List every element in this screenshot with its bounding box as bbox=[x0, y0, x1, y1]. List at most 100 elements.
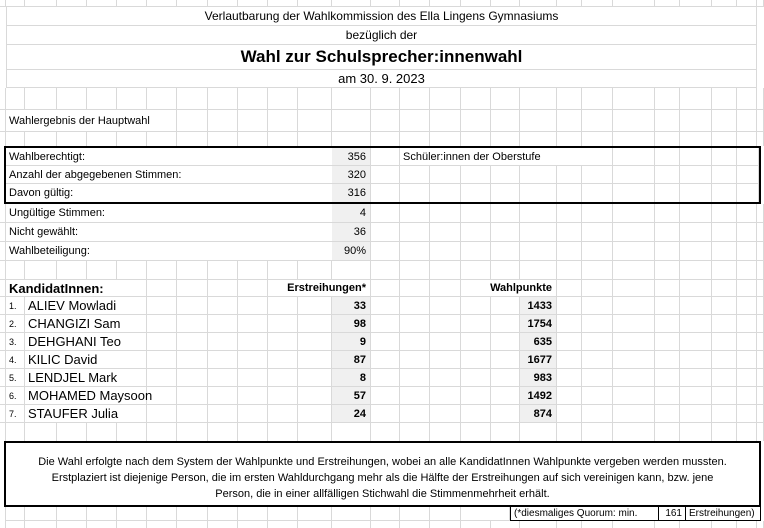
grid-cell bbox=[613, 223, 655, 241]
candidate-erstreihungen-cell: 98 bbox=[332, 315, 371, 332]
grid-cell bbox=[757, 110, 764, 131]
candidate-rank: 3. bbox=[9, 336, 17, 347]
grid-cell bbox=[147, 261, 177, 279]
candidate-wahlpunkte-cell: 1492 bbox=[520, 387, 557, 404]
grid-cell bbox=[520, 110, 557, 131]
explanation-line1: Die Wahl erfolgte nach dem System der Wa… bbox=[38, 456, 727, 468]
grid-cell bbox=[655, 148, 680, 165]
grid-cell bbox=[0, 204, 6, 222]
candidate-name: DEHGHANI Teo bbox=[28, 334, 121, 349]
grid-cell bbox=[557, 369, 582, 386]
grid-cell bbox=[298, 88, 332, 109]
grid-cell bbox=[655, 261, 680, 279]
quorum-value: 161 bbox=[665, 508, 682, 519]
grid-cell bbox=[520, 204, 557, 222]
grid-cell bbox=[430, 204, 461, 222]
grid-cell bbox=[737, 405, 757, 422]
announcement-line1: Verlautbarung der Wahlkommission des Ell… bbox=[204, 9, 559, 23]
section-label-cell: Wahlergebnis der Hauptwahl bbox=[6, 110, 177, 131]
grid-cell bbox=[582, 521, 613, 528]
grid-cell bbox=[238, 333, 268, 350]
grid-cell bbox=[268, 110, 298, 131]
candidate-rank-cell: 4. bbox=[6, 351, 25, 368]
page-title: Wahl zur Schulsprecher:innenwahl bbox=[240, 47, 523, 66]
grid-cell bbox=[298, 110, 332, 131]
grid-cell bbox=[613, 405, 655, 422]
grid-cell bbox=[680, 148, 712, 165]
grid-cell bbox=[208, 423, 238, 441]
grid-cell bbox=[491, 315, 520, 332]
grid-cell bbox=[298, 315, 332, 332]
grid-cell bbox=[712, 405, 737, 422]
candidate-wahlpunkte: 983 bbox=[533, 371, 552, 384]
grid-cell bbox=[57, 0, 87, 6]
grid-cell bbox=[268, 351, 298, 368]
grid-cell bbox=[655, 184, 680, 202]
grid-cell bbox=[491, 351, 520, 368]
candidate-erstreihungen-cell: 87 bbox=[332, 351, 371, 368]
grid-cell bbox=[461, 369, 491, 386]
grid-cell bbox=[680, 333, 712, 350]
grid-cell bbox=[680, 242, 712, 260]
grid-cell bbox=[298, 369, 332, 386]
grid-cell bbox=[430, 297, 461, 314]
grid-cell bbox=[208, 521, 238, 528]
grid-cell bbox=[582, 110, 613, 131]
grid-cell bbox=[430, 88, 461, 109]
stat-label-cell: Anzahl der abgegebenen Stimmen: bbox=[6, 166, 332, 183]
grid-cell bbox=[655, 280, 680, 296]
grid-cell bbox=[680, 315, 712, 332]
grid-cell bbox=[268, 369, 298, 386]
grid-cell bbox=[208, 387, 238, 404]
wahlpunkte-header: Wahlpunkte bbox=[490, 282, 552, 294]
grid-cell bbox=[177, 405, 208, 422]
grid-cell bbox=[208, 405, 238, 422]
stat-row: Wahlbeteiligung: 90% bbox=[0, 242, 764, 261]
grid-cell bbox=[582, 369, 613, 386]
grid-cell bbox=[400, 521, 430, 528]
grid-cell bbox=[371, 333, 400, 350]
grid-cell bbox=[371, 280, 400, 296]
grid-cell bbox=[712, 166, 737, 183]
grid-cell bbox=[613, 184, 655, 202]
candidate-name-cell: DEHGHANI Teo bbox=[25, 333, 147, 350]
candidates-header-row: KandidatInnen: Erstreihungen* Wahlpunkte bbox=[0, 280, 764, 297]
grid-cell bbox=[757, 405, 764, 422]
stat-label-cell: Davon gültig: bbox=[6, 184, 332, 202]
grid-cell bbox=[737, 387, 757, 404]
grid-cell bbox=[680, 405, 712, 422]
grid-cell bbox=[238, 88, 268, 109]
candidate-rank: 2. bbox=[9, 318, 17, 329]
grid-cell bbox=[557, 223, 582, 241]
section-label: Wahlergebnis der Hauptwahl bbox=[9, 114, 150, 127]
grid-cell bbox=[737, 0, 757, 6]
grid-cell bbox=[87, 507, 117, 521]
grid-cell bbox=[371, 521, 400, 528]
grid-cell bbox=[582, 423, 613, 441]
grid-cell bbox=[177, 333, 208, 350]
stat-value-cell: 356 bbox=[332, 148, 371, 165]
stat-note: Schüler:innen der Oberstufe bbox=[403, 150, 541, 163]
candidate-name: LENDJEL Mark bbox=[28, 370, 118, 385]
grid-cell bbox=[332, 88, 371, 109]
grid-cell bbox=[371, 261, 400, 279]
grid-cell bbox=[177, 0, 208, 6]
grid-cell bbox=[400, 110, 430, 131]
grid-cell bbox=[461, 387, 491, 404]
grid-cell bbox=[557, 423, 582, 441]
grid-cell bbox=[332, 110, 371, 131]
grid-cell bbox=[177, 88, 208, 109]
grid-cell bbox=[757, 387, 764, 404]
grid-cell bbox=[400, 405, 430, 422]
grid-cell bbox=[582, 166, 613, 183]
grid-cell bbox=[0, 423, 6, 441]
grid-cell bbox=[582, 351, 613, 368]
candidate-erstreihungen: 57 bbox=[353, 389, 366, 402]
grid-cell bbox=[680, 369, 712, 386]
grid-cell bbox=[491, 405, 520, 422]
grid-cell bbox=[582, 333, 613, 350]
grid-cell bbox=[582, 204, 613, 222]
stat-label-cell: Ungültige Stimmen: bbox=[6, 204, 332, 222]
candidate-erstreihungen: 87 bbox=[353, 353, 366, 366]
grid-cell bbox=[177, 351, 208, 368]
